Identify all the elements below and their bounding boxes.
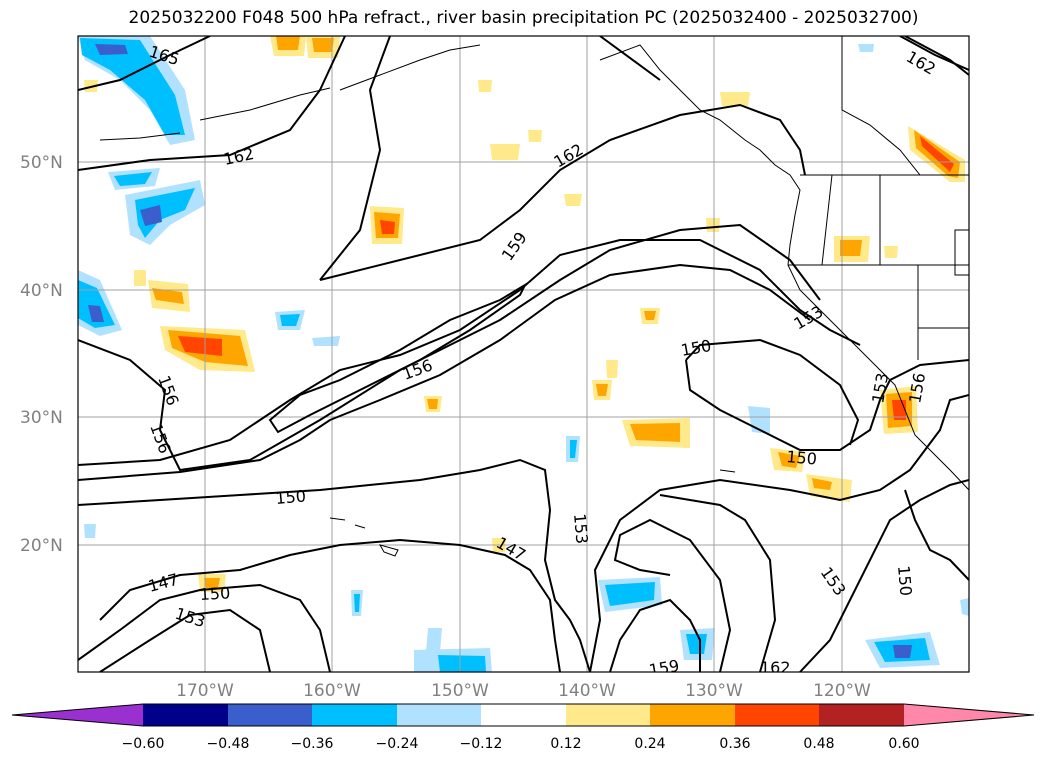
colorbar-segment xyxy=(312,704,397,726)
precip-patch-positive xyxy=(204,578,220,588)
precip-patch-positive xyxy=(564,194,582,206)
colorbar-ticklabels: −0.60 −0.48 −0.36 −0.24 −0.12 0.12 0.24 … xyxy=(122,736,920,752)
precip-patch-positive xyxy=(884,246,898,258)
lon-label: 150°W xyxy=(431,681,489,701)
precip-shading xyxy=(78,36,969,672)
precip-patch-negative xyxy=(280,314,300,326)
precip-patch-negative xyxy=(354,594,360,612)
lon-label: 120°W xyxy=(813,681,871,701)
contour-label: 150 xyxy=(894,565,916,597)
contour-label: 153 xyxy=(570,513,592,545)
precip-patch-positive xyxy=(178,336,222,356)
colorbar-tick: −0.12 xyxy=(460,736,503,752)
colorbar-segment xyxy=(228,704,312,726)
precip-patch-positive xyxy=(490,144,520,160)
precip-patch-negative xyxy=(135,188,195,238)
precip-patch-positive xyxy=(596,384,608,396)
colorbar-segment xyxy=(819,704,904,726)
precip-patch-positive xyxy=(134,270,146,286)
latitude-labels: 50°N 40°N 30°N 20°N xyxy=(20,153,63,556)
precip-patch-negative xyxy=(438,655,486,672)
colorbar-outline xyxy=(11,703,1035,727)
precip-patch-positive xyxy=(276,36,300,50)
precip-patch-positive xyxy=(778,452,800,468)
colorbar-tick: −0.36 xyxy=(291,736,334,752)
height-contours xyxy=(78,36,969,672)
colorbar-tick: 0.48 xyxy=(803,736,834,752)
contour-label: 150 xyxy=(275,486,307,508)
contour-label: 150 xyxy=(199,583,230,604)
lat-label: 40°N xyxy=(20,281,63,301)
lon-label: 160°W xyxy=(303,681,361,701)
precip-patch-negative xyxy=(605,582,655,606)
precip-patch-negative xyxy=(686,634,707,654)
precip-patch-positive xyxy=(380,220,395,234)
precip-patch-negative xyxy=(84,524,96,538)
precip-patch-negative xyxy=(140,205,162,226)
precip-patch-positive xyxy=(528,130,542,142)
precip-patch-positive xyxy=(840,240,862,256)
colorbar-tick: −0.60 xyxy=(122,736,165,752)
colorbar-segment xyxy=(481,704,566,726)
precip-patch-positive xyxy=(812,478,832,490)
colorbar-segment xyxy=(143,704,228,726)
colorbar-segment xyxy=(397,704,481,726)
colorbar-segment xyxy=(904,704,1034,726)
precip-patch-negative xyxy=(960,598,969,616)
colorbar-tick: 0.24 xyxy=(634,736,665,752)
plot-frame xyxy=(77,35,970,673)
lon-label: 140°W xyxy=(558,681,616,701)
colorbar-segment xyxy=(735,704,819,726)
precip-patch-positive xyxy=(644,311,656,320)
precip-patch-positive xyxy=(920,136,954,172)
precip-patch-positive xyxy=(630,423,680,442)
colorbar-segment xyxy=(12,704,143,726)
contour-label: 162 xyxy=(760,658,791,677)
lat-label: 50°N xyxy=(20,153,63,173)
colorbar-tick: −0.48 xyxy=(207,736,250,752)
colorbar-segment xyxy=(566,704,650,726)
lon-label: 170°W xyxy=(176,681,234,701)
precip-patch-negative xyxy=(80,38,185,135)
precip-patch-negative xyxy=(88,305,104,322)
colorbar: −0.60 −0.48 −0.36 −0.24 −0.12 0.12 0.24 … xyxy=(11,703,1035,752)
precip-patch-negative xyxy=(312,336,340,346)
coastlines xyxy=(99,36,969,557)
precip-patch-negative xyxy=(78,280,115,328)
colorbar-segment xyxy=(650,704,735,726)
map-title: 2025032200 F048 500 hPa refract., river … xyxy=(128,8,919,28)
precip-patch-negative xyxy=(858,44,874,52)
precip-patch-negative xyxy=(95,44,128,55)
colorbar-tick: 0.12 xyxy=(550,736,581,752)
precip-patch-negative xyxy=(426,628,442,652)
contour-label: 150 xyxy=(786,447,818,469)
colorbar-tick: −0.24 xyxy=(376,736,419,752)
precip-patch-positive xyxy=(152,288,184,304)
lon-label: 130°W xyxy=(685,681,743,701)
precip-patch-positive xyxy=(720,92,750,106)
precip-patch-negative xyxy=(570,440,577,458)
precip-patch-negative xyxy=(114,172,152,186)
precip-patch-positive xyxy=(706,218,720,232)
colorbar-tick: 0.60 xyxy=(888,736,919,752)
precip-patch-positive xyxy=(427,399,438,409)
precip-patch-positive xyxy=(312,38,334,52)
graticule xyxy=(78,36,969,672)
lat-label: 20°N xyxy=(20,536,63,556)
precip-patch-negative xyxy=(893,645,912,658)
contour-label: 159 xyxy=(647,656,680,680)
colorbar-tick: 0.36 xyxy=(719,736,750,752)
lat-label: 30°N xyxy=(20,408,63,428)
precip-patch-positive xyxy=(478,80,492,92)
precip-patch-positive xyxy=(606,360,618,378)
longitude-labels: 170°W 160°W 150°W 140°W 130°W 120°W xyxy=(176,681,871,701)
